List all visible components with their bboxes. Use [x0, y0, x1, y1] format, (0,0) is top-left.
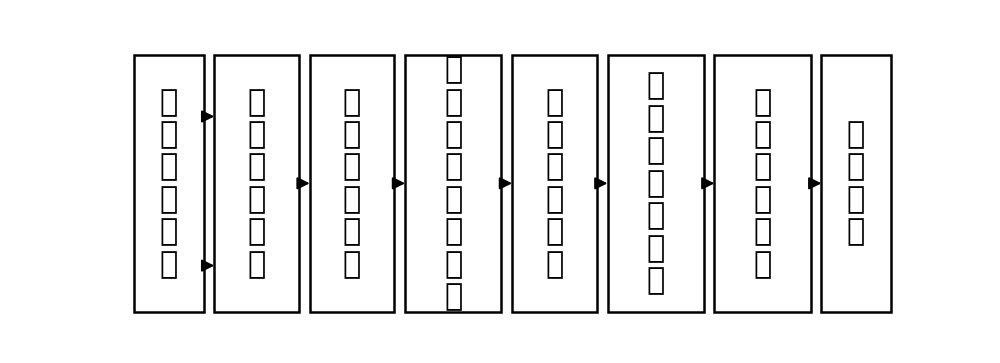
Bar: [134, 55, 204, 312]
Text: 有
效
值
变
换
电
路: 有 效 值 变 换 电 路: [646, 72, 665, 295]
Bar: [821, 55, 891, 312]
Text: 电
流
采
样
电
路: 电 流 采 样 电 路: [160, 88, 178, 279]
Bar: [714, 55, 811, 312]
Bar: [405, 55, 501, 312]
Bar: [512, 55, 597, 312]
Bar: [214, 55, 299, 312]
Text: 次
级
差
分
放
大
电
路: 次 级 差 分 放 大 电 路: [444, 55, 462, 311]
Text: 显
示
终
端: 显 示 终 端: [847, 120, 865, 246]
Text: 阻
抗
变
换
电
路: 阻 抗 变 换 电 路: [545, 88, 564, 279]
Text: 多
路
选
择
开
关: 多 路 选 择 开 关: [248, 88, 266, 279]
Text: 模
拟
光
耦
电
路: 模 拟 光 耦 电 路: [343, 88, 361, 279]
Bar: [608, 55, 704, 312]
Bar: [310, 55, 394, 312]
Text: 数
据
处
理
单
元: 数 据 处 理 单 元: [753, 88, 772, 279]
